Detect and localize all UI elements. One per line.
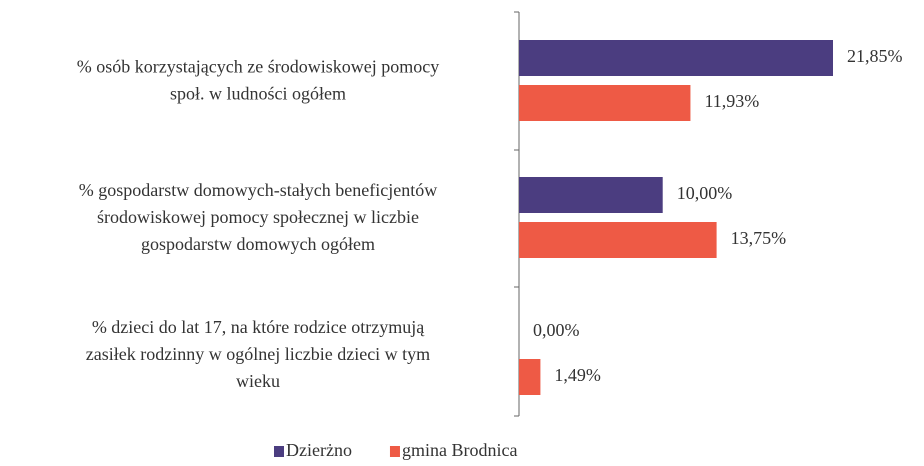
value-label: 13,75% [731,228,787,248]
category-label: % dzieci do lat 17, na które rodzice otr… [92,317,425,337]
legend-label: gmina Brodnica [402,440,517,460]
category-label: zasiłek rodzinny w ogólnej liczbie dziec… [86,344,430,364]
category-label: społ. w ludności ogółem [170,84,346,104]
legend-swatch [274,446,284,457]
bar [519,40,833,76]
bar [519,85,691,121]
value-label: 21,85% [847,46,903,66]
value-label: 10,00% [677,183,733,203]
legend-swatch [389,446,400,457]
value-label: 11,93% [704,91,759,111]
bar [519,177,663,213]
category-label: % gospodarstw domowych-stałych beneficje… [79,180,437,200]
legend-label: Dzierżno [286,440,352,460]
value-label: 0,00% [533,320,580,340]
category-label: % osób korzystających ze środowiskowej p… [77,57,439,77]
category-label: wieku [236,371,280,391]
category-label: gospodarstw domowych ogółem [141,234,375,254]
bar [519,359,541,395]
category-label: środowiskowej pomocy społecznej w liczbi… [97,207,419,227]
bar [519,222,717,258]
value-label: 1,49% [554,365,601,385]
